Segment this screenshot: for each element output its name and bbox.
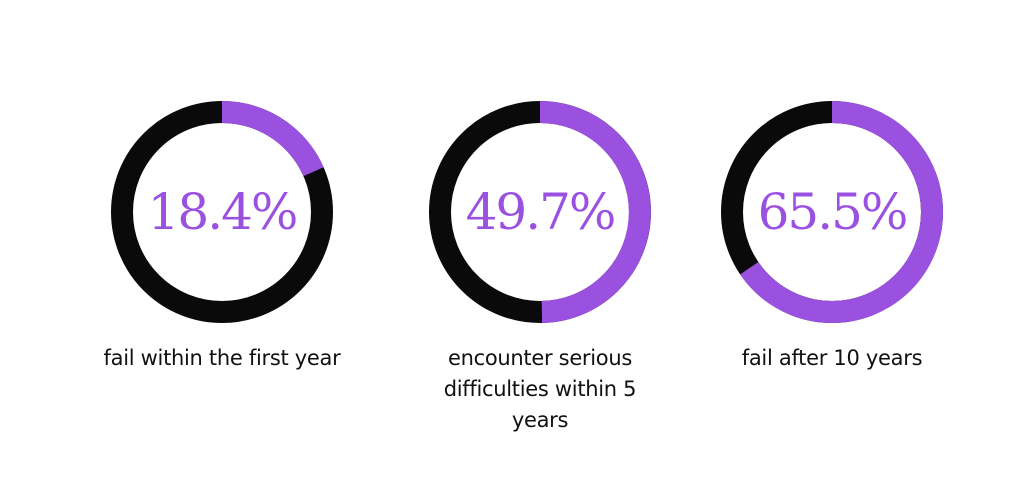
donut-chart-ten-years: 65.5% fail after 10 years [682, 0, 982, 500]
donut-value-arc [740, 101, 943, 323]
donut-caption: fail after 10 years [741, 346, 923, 370]
donut-value-arc [221, 101, 324, 177]
donut-value-label: 49.7% [466, 183, 615, 241]
donut-chart-first-year: 18.4% fail within the first year [72, 0, 372, 500]
donut-svg: 65.5% [721, 101, 943, 323]
donut-value-label: 65.5% [758, 183, 907, 241]
donut-svg: 18.4% [111, 101, 333, 323]
donut-svg: 49.7% [429, 101, 651, 323]
donut-value-label: 18.4% [148, 183, 297, 241]
donut-chart-five-years: 49.7% encounter serious difficulties wit… [390, 0, 690, 500]
donut-caption: encounter serious difficulties within 5 … [443, 346, 637, 432]
donut-value-arc [539, 101, 651, 323]
donut-caption: fail within the first year [103, 346, 341, 370]
